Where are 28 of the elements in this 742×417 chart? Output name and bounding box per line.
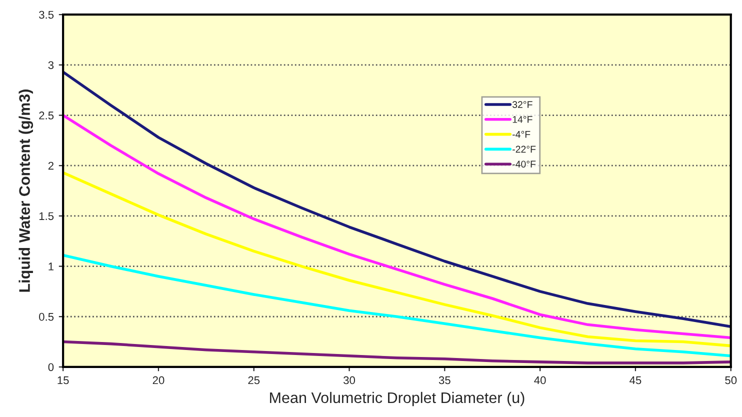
x-tick-label: 45 [630,376,642,384]
legend-label: 32°F [512,101,532,108]
y-tick-label: 0.5 [39,312,54,321]
y-axis-title: Liquid Water Content (g/m3) [18,90,34,292]
legend-label: 14°F [512,116,532,123]
x-axis-title: Mean Volumetric Droplet Diameter (u) [270,392,524,406]
line-series [63,254,731,358]
y-tick-label: 1 [48,262,54,270]
y-tick-label: 2.5 [39,112,54,120]
x-tick-label: 40 [534,376,546,384]
x-tick-label: 15 [58,376,69,384]
line-series [63,340,731,364]
y-tick-label: 3 [48,61,54,70]
x-tick-label: 50 [725,376,737,384]
line-series [63,114,731,340]
y-tick-label: 1.5 [39,212,54,220]
legend-label: -40°F [512,160,536,168]
y-tick-label: 2 [48,162,54,170]
x-tick-label: 35 [438,376,450,384]
x-tick-label: 30 [344,376,356,384]
line-series [63,171,731,348]
legend-label: -22°F [512,146,536,153]
legend-label: -4°F [512,130,530,138]
y-tick-label: 3.5 [39,10,54,19]
x-tick-label: 25 [248,376,260,384]
x-tick-label: 20 [152,376,164,384]
y-tick-label: 0 [48,363,54,372]
line-series [63,70,731,328]
